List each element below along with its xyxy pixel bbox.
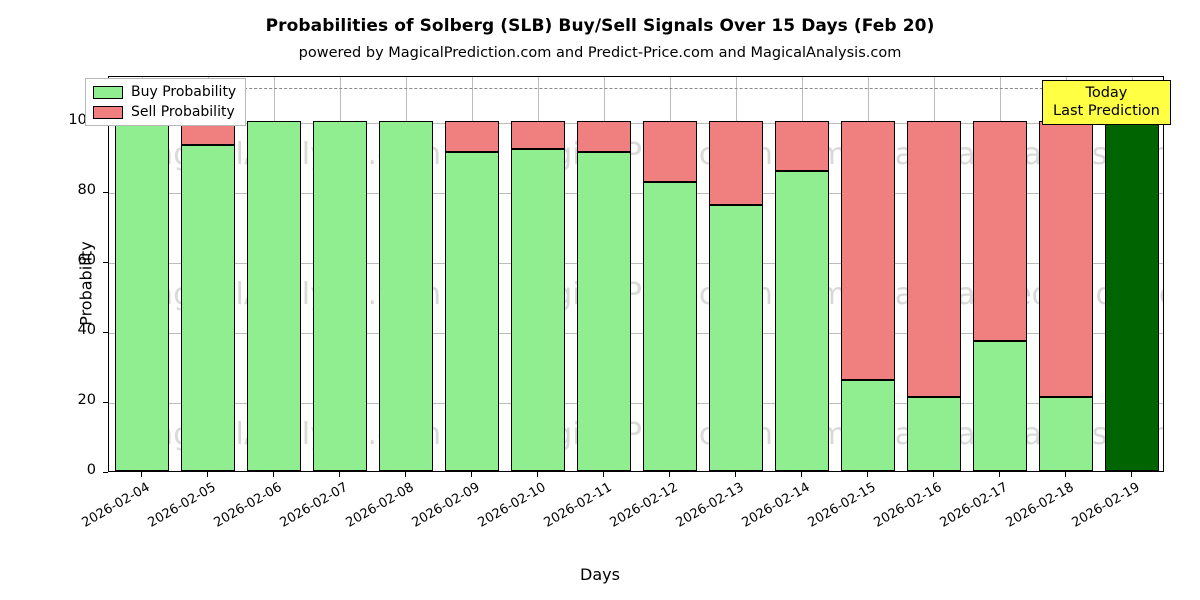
bar-2026-02-12[interactable] xyxy=(642,77,698,471)
x-tick-mark xyxy=(867,472,868,477)
bar-2026-02-09[interactable] xyxy=(444,77,500,471)
bar-segment-buy xyxy=(642,181,698,471)
bar-2026-02-10[interactable] xyxy=(510,77,566,471)
x-tick-mark xyxy=(339,472,340,477)
legend-label-buy: Buy Probability xyxy=(131,84,237,100)
bar-segment-buy xyxy=(1038,397,1094,471)
gridline-horizontal xyxy=(109,192,1163,194)
gridline-horizontal xyxy=(109,262,1163,264)
bar-segment-sell xyxy=(708,120,764,205)
x-axis-label: Days xyxy=(580,565,620,584)
bar-segment-buy xyxy=(840,379,896,471)
bar-2026-02-19[interactable] xyxy=(1104,77,1160,471)
bar-segment-buy xyxy=(246,120,302,471)
y-tick-mark xyxy=(103,331,108,333)
bar-segment-sell xyxy=(774,120,830,171)
bar-segment-buy xyxy=(510,148,566,471)
legend-item-sell[interactable]: Sell Probability xyxy=(93,104,236,120)
y-tick-label: 20 xyxy=(77,391,96,408)
bar-layer xyxy=(109,77,1163,471)
bar-segment-buy xyxy=(576,152,632,471)
x-tick-mark xyxy=(669,472,670,477)
y-axis-label: Probability xyxy=(76,241,96,326)
y-tick-label: 0 xyxy=(86,462,96,478)
gridline-horizontal xyxy=(109,332,1163,334)
bar-segment-sell xyxy=(906,120,962,398)
chart-subtitle: powered by MagicalPrediction.com and Pre… xyxy=(298,45,902,61)
x-tick-mark xyxy=(801,472,802,477)
bar-2026-02-13[interactable] xyxy=(708,77,764,471)
bar-segment-buy xyxy=(114,120,170,471)
x-tick-mark xyxy=(471,472,472,477)
x-tick-mark xyxy=(141,472,142,477)
bar-2026-02-06[interactable] xyxy=(246,77,302,471)
bar-segment-sell xyxy=(444,120,500,153)
bar-2026-02-15[interactable] xyxy=(840,77,896,471)
bar-2026-02-11[interactable] xyxy=(576,77,632,471)
x-tick-mark xyxy=(405,472,406,477)
chart-legend: Buy Probability Sell Probability xyxy=(85,78,247,126)
bar-2026-02-08[interactable] xyxy=(378,77,434,471)
x-tick-mark xyxy=(603,472,604,477)
bar-segment-sell xyxy=(1038,120,1094,398)
bar-2026-02-07[interactable] xyxy=(312,77,368,471)
legend-label-sell: Sell Probability xyxy=(131,104,235,120)
x-tick-mark xyxy=(207,472,208,477)
legend-swatch-buy xyxy=(93,85,123,99)
reference-line-dashed xyxy=(109,87,1163,89)
bar-segment-today xyxy=(1104,120,1160,471)
bar-2026-02-18[interactable] xyxy=(1038,77,1094,471)
x-tick-mark xyxy=(999,472,1000,477)
plot-area: MagicalAnalysis.comMagicalPrediction.com… xyxy=(108,76,1164,472)
bar-segment-buy xyxy=(378,120,434,471)
x-tick-mark xyxy=(1131,472,1132,477)
bar-segment-sell xyxy=(510,120,566,149)
bar-2026-02-17[interactable] xyxy=(972,77,1028,471)
bar-segment-buy xyxy=(708,204,764,471)
legend-swatch-sell xyxy=(93,105,123,119)
bar-2026-02-16[interactable] xyxy=(906,77,962,471)
x-tick-mark xyxy=(933,472,934,477)
y-tick-label: 40 xyxy=(77,321,96,338)
bar-segment-buy xyxy=(906,397,962,471)
today-label-line2: Last Prediction xyxy=(1053,103,1160,120)
bar-segment-buy xyxy=(180,145,236,471)
y-tick-label: 60 xyxy=(77,251,96,268)
y-tick-mark xyxy=(103,472,108,473)
today-annotation: Today Last Prediction xyxy=(1042,80,1171,126)
x-tick-mark xyxy=(273,472,274,477)
bar-segment-buy xyxy=(444,152,500,471)
bar-2026-02-05[interactable] xyxy=(180,77,236,471)
gridline-horizontal xyxy=(109,402,1163,404)
chart-title: Probabilities of Solberg (SLB) Buy/Sell … xyxy=(265,16,935,36)
bar-segment-sell xyxy=(576,120,632,153)
bar-segment-sell xyxy=(642,120,698,182)
bar-segment-sell xyxy=(972,120,1028,342)
bar-segment-buy xyxy=(774,170,830,471)
bar-2026-02-14[interactable] xyxy=(774,77,830,471)
bar-2026-02-04[interactable] xyxy=(114,77,170,471)
bar-segment-sell xyxy=(840,120,896,380)
x-tick-mark xyxy=(1065,472,1066,477)
bar-segment-buy xyxy=(312,120,368,471)
bar-segment-buy xyxy=(972,341,1028,471)
x-tick-mark xyxy=(537,472,538,477)
x-tick-mark xyxy=(735,472,736,477)
y-tick-mark xyxy=(103,191,108,193)
y-tick-mark xyxy=(103,261,108,263)
legend-item-buy[interactable]: Buy Probability xyxy=(93,84,236,100)
gridline-horizontal xyxy=(109,122,1163,124)
y-tick-label: 80 xyxy=(77,181,96,198)
y-tick-mark xyxy=(103,401,108,403)
today-label-line1: Today xyxy=(1085,85,1128,101)
